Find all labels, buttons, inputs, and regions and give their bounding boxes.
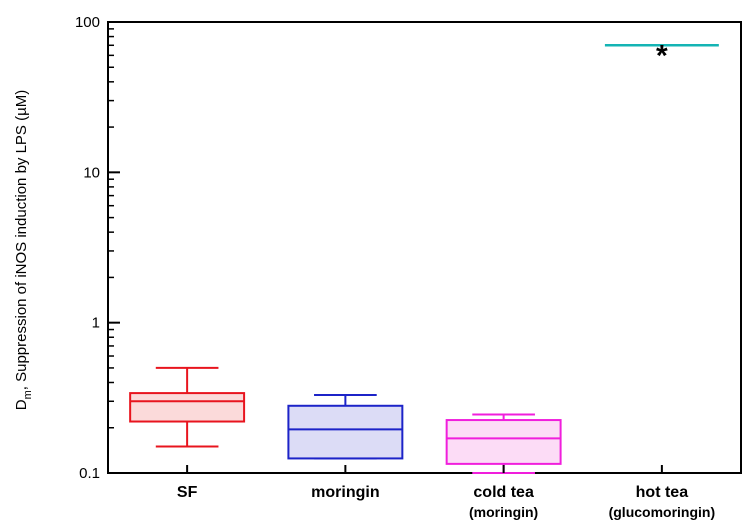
iqr-box [445, 419, 562, 465]
category-sublabel: (glucomoringin) [609, 504, 716, 520]
plot-frame [107, 21, 742, 474]
category-label: cold tea [473, 484, 534, 501]
axes [107, 21, 742, 474]
y-axis-ticks: 0.1 1 10 100 [75, 14, 120, 482]
box-moringin [287, 394, 404, 460]
x-axis-categories: SF moringin cold tea (moringin) hot tea (gluc… [177, 465, 715, 520]
y-tick-label: 1 [92, 315, 100, 332]
y-tick-label: 0.1 [79, 465, 100, 482]
y-axis-label-main: D [13, 399, 30, 410]
category-label: hot tea [636, 484, 689, 501]
box-cold-tea [445, 413, 562, 474]
y-axis-label-rest: , Suppression of iNOS induction by LPS (… [13, 90, 30, 390]
iqr-box [129, 392, 246, 423]
boxes: * [129, 39, 719, 474]
y-axis-label-subscript: m [22, 390, 34, 399]
y-axis-label: Dm, Suppression of iNOS induction by LPS… [13, 90, 34, 410]
asterisk-marker: * [656, 39, 668, 72]
iqr-box [287, 404, 404, 460]
y-tick-label: 100 [75, 14, 100, 31]
y-tick-label: 10 [83, 164, 100, 181]
box-sf [129, 366, 246, 448]
category-sublabel: (moringin) [469, 504, 538, 520]
category-label: moringin [311, 484, 379, 501]
box-hot-tea: * [604, 39, 719, 72]
category-label: SF [177, 484, 198, 501]
